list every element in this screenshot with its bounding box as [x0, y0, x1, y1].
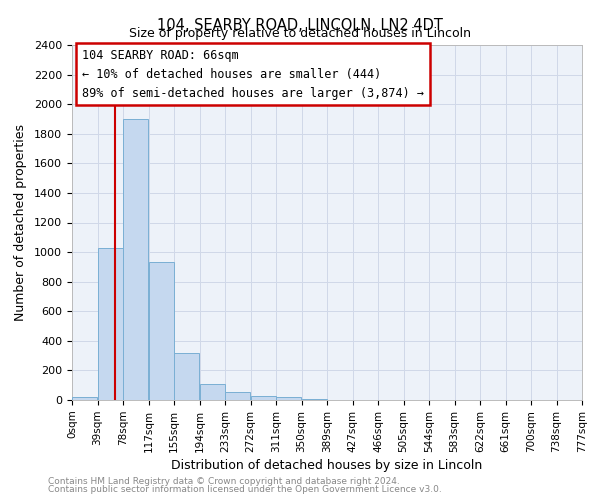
Text: Size of property relative to detached houses in Lincoln: Size of property relative to detached ho… — [129, 28, 471, 40]
Bar — [97, 248, 122, 400]
Y-axis label: Number of detached properties: Number of detached properties — [14, 124, 27, 321]
Bar — [276, 397, 301, 400]
Text: Contains HM Land Registry data © Crown copyright and database right 2024.: Contains HM Land Registry data © Crown c… — [48, 477, 400, 486]
Bar — [199, 384, 224, 400]
Bar — [149, 262, 173, 400]
Text: 104 SEARBY ROAD: 66sqm
← 10% of detached houses are smaller (444)
89% of semi-de: 104 SEARBY ROAD: 66sqm ← 10% of detached… — [82, 48, 424, 100]
Text: 104, SEARBY ROAD, LINCOLN, LN2 4DT: 104, SEARBY ROAD, LINCOLN, LN2 4DT — [157, 18, 443, 32]
X-axis label: Distribution of detached houses by size in Lincoln: Distribution of detached houses by size … — [172, 459, 482, 472]
Bar — [123, 119, 148, 400]
Bar — [72, 397, 97, 400]
Bar — [225, 392, 250, 400]
Bar — [174, 352, 199, 400]
Bar — [302, 398, 326, 400]
Bar — [251, 396, 275, 400]
Text: Contains public sector information licensed under the Open Government Licence v3: Contains public sector information licen… — [48, 485, 442, 494]
